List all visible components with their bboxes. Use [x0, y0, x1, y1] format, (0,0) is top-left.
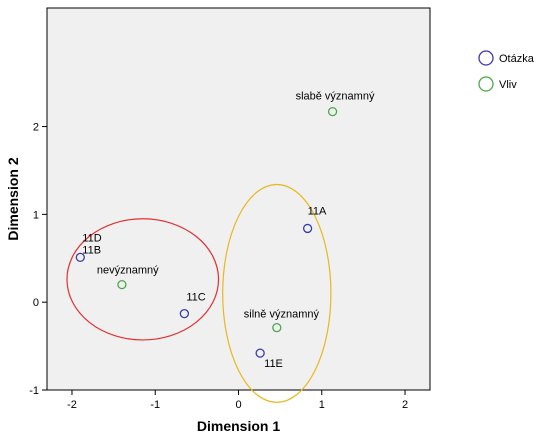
legend-label: Otázka	[499, 53, 535, 65]
cluster-ellipse-2	[222, 183, 332, 403]
data-point	[255, 348, 265, 358]
point-label: 11B	[82, 244, 101, 256]
point-label: silně významný	[244, 309, 320, 321]
point-label: 11E	[264, 358, 283, 370]
x-tick-label: 1	[319, 399, 325, 411]
y-tick-label: 1	[33, 209, 39, 221]
x-axis-title: Dimension 1	[197, 418, 280, 434]
data-point	[302, 223, 313, 234]
points-layer: 11B 11C 11A 11E nevýznamný slabě významný siln…	[75, 91, 375, 370]
x-tick-label: 0	[235, 399, 241, 411]
legend-marker	[478, 50, 494, 66]
data-point	[327, 106, 338, 117]
data-point	[179, 308, 190, 319]
y-tick-label: 0	[33, 297, 39, 309]
point-label: 11D	[82, 232, 101, 244]
axis-ticks: -2 -1 0 1 2 -1 0 1 2	[29, 122, 408, 411]
cluster-ellipse-1	[66, 218, 220, 341]
point-label: 11C	[186, 292, 205, 304]
legend: Otázka Vliv	[478, 50, 535, 92]
point-label: 11A	[308, 205, 327, 217]
legend-label: Vliv	[499, 79, 517, 91]
x-tick-label: 2	[402, 399, 408, 411]
y-tick-label: -1	[29, 385, 39, 397]
ellipse-layer	[66, 183, 332, 403]
y-axis-title: Dimension 2	[5, 157, 21, 240]
x-tick-label: -2	[67, 399, 77, 411]
data-point	[272, 323, 282, 333]
data-point	[117, 279, 127, 290]
y-tick-label: 2	[33, 122, 39, 134]
data-point	[75, 252, 85, 263]
x-tick-label: -1	[150, 399, 160, 411]
legend-marker	[478, 76, 494, 92]
point-label: slabě významný	[296, 91, 375, 103]
point-label: nevýznamný	[97, 265, 159, 277]
plot-area	[46, 7, 431, 391]
